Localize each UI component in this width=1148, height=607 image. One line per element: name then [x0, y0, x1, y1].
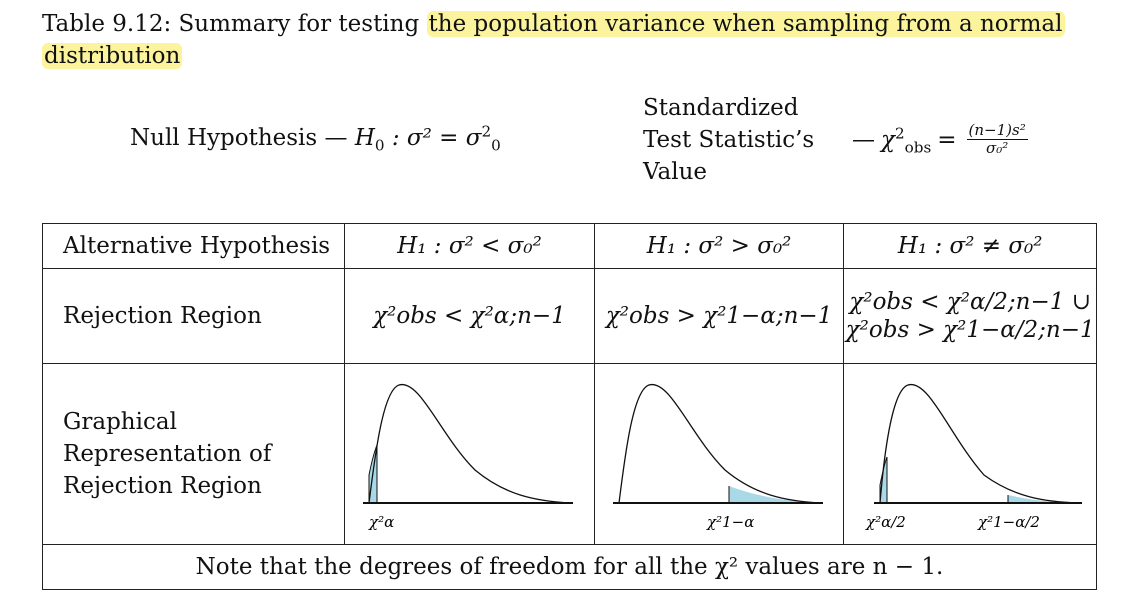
table-row: Graphical Representation of Rejection Re… [41, 363, 1097, 545]
test-statistic-dash: — [852, 126, 875, 153]
fraction-denominator: σ₀² [985, 139, 1009, 157]
test-statistic-label-3: Value [643, 159, 707, 185]
caption-highlight-1[interactable]: the population variance when sampling fr… [426, 11, 1065, 37]
graphical-label-1: Graphical [63, 409, 177, 435]
fraction-numerator: (n−1)s² [966, 121, 1028, 140]
null-hypothesis-label: Null Hypothesis — [130, 125, 348, 151]
chi-obs-symbol: χ [881, 126, 895, 153]
rejection-region-right: χ²obs > χ²1−α;n−1 [593, 268, 845, 364]
chi-square-right-tail-plot: χ²1−α [612, 384, 823, 531]
graph-two-tail: χ²α/2 χ²1−α/2 [843, 363, 1097, 545]
caption-prefix: Table 9.12: Summary for testing [42, 11, 420, 37]
test-statistic-equals: = [937, 126, 957, 153]
table-row: Rejection Region χ²obs < χ²α;n−1 χ²obs >… [41, 268, 1097, 364]
graphical-label: Graphical Representation of Rejection Re… [41, 363, 346, 545]
test-statistic-formula: — χ2obs = (n−1)s² σ₀² [852, 122, 1028, 157]
test-statistic-label-1: Standardized [643, 95, 799, 121]
critical-label-one-minus-alpha: χ²1−α [706, 513, 754, 531]
table-caption: Table 9.12: Summary for testing the popu… [42, 8, 1102, 72]
critical-label-one-minus-alpha-half: χ²1−α/2 [977, 513, 1040, 531]
chi-obs-sub: obs [904, 138, 932, 157]
rejection-region-left: χ²obs < χ²α;n−1 [344, 268, 595, 364]
rejection-region-two-sided: χ²obs < χ²α/2;n−1 ∪ χ²obs > χ²1−α/2;n−1 [843, 268, 1097, 364]
alt-hypothesis-label: Alternative Hypothesis [41, 223, 346, 269]
alt-hypothesis-right: H₁ : σ² > σ₀² [593, 223, 845, 269]
chi-obs-sup: 2 [894, 123, 905, 142]
chi-square-left-tail-plot: χ²α [363, 384, 574, 531]
degrees-of-freedom-note: Note that the degrees of freedom for all… [42, 544, 1097, 590]
density-curve [618, 384, 820, 504]
density-curve [368, 384, 571, 504]
table-row: Alternative Hypothesis H₁ : σ² < σ₀² H₁ … [41, 223, 1097, 269]
critical-label-alpha-half: χ²α/2 [865, 513, 906, 531]
summary-table: Alternative Hypothesis H₁ : σ² < σ₀² H₁ … [41, 223, 1097, 590]
caption-highlight-2[interactable]: distribution [42, 43, 183, 69]
test-statistic-fraction: (n−1)s² σ₀² [966, 121, 1028, 157]
rejection-two-line-2: χ²obs > χ²1−α/2;n−1 [845, 317, 1095, 343]
null-hypothesis: Null Hypothesis — H0 : σ² = σ20 [130, 122, 501, 154]
graph-left-tail: χ²α [344, 363, 595, 545]
null-hypothesis-sigma-sup: 2 [481, 122, 492, 141]
null-hypothesis-sigma-sub: 0 [491, 136, 501, 155]
critical-label-alpha: χ²α [368, 513, 394, 531]
graph-right-tail: χ²1−α [593, 363, 845, 545]
test-statistic-label: Standardized Test Statistic’s Value [643, 92, 843, 188]
table-row: Note that the degrees of freedom for all… [42, 544, 1097, 590]
alt-hypothesis-left: H₁ : σ² < σ₀² [344, 223, 595, 269]
density-curve [879, 384, 1081, 504]
rejection-region-label: Rejection Region [41, 268, 346, 364]
null-hypothesis-H: H [354, 125, 375, 151]
null-hypothesis-H-sub: 0 [374, 136, 385, 155]
graphical-label-3: Rejection Region [63, 473, 262, 499]
null-hypothesis-expression: : σ² = σ [391, 125, 482, 151]
graphical-label-2: Representation of [63, 441, 272, 467]
rejection-two-line-1: χ²obs < χ²α/2;n−1 ∪ [849, 289, 1091, 315]
alt-hypothesis-two-sided: H₁ : σ² ≠ σ₀² [843, 223, 1097, 269]
test-statistic-label-2: Test Statistic’s [643, 127, 815, 153]
chi-square-two-tail-plot: χ²α/2 χ²1−α/2 [865, 384, 1083, 531]
